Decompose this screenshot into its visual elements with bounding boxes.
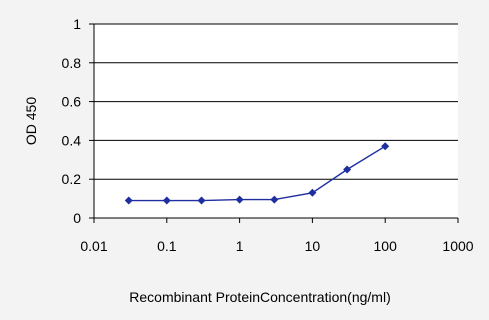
data-point-marker [162,196,171,205]
grid-lines [94,23,458,180]
x-axis-label: Recombinant ProteinConcentration(ng/ml) [129,289,390,305]
tick-labels: 0 0.2 0.4 0.6 0.8 1 0.01 0.1 1 10 100 1000 [62,16,474,254]
x-tick-label: 0.1 [157,238,177,254]
data-point-marker [124,196,133,205]
data-point-marker [235,195,244,204]
x-tick-label: 10 [305,238,321,254]
x-tick-label: 0.01 [80,238,107,254]
x-tick-label: 1000 [442,238,473,254]
plot-area [94,24,458,218]
axes [89,23,459,223]
data-point-marker [197,196,206,205]
data-point-marker [308,188,317,197]
data-point-marker [270,195,279,204]
data-point-marker [381,142,390,151]
y-tick-label: 0.6 [62,94,82,110]
y-tick-label: 0.2 [62,171,82,187]
data-point-marker [343,165,352,174]
x-tick-label: 1 [236,238,244,254]
series-layer [124,142,390,205]
y-tick-label: 0.8 [62,55,82,71]
y-tick-label: 0 [73,210,81,226]
y-tick-label: 1 [73,16,81,32]
y-tick-label: 0.4 [62,132,82,148]
series-line [128,145,386,202]
y-axis-label: OD 450 [23,97,39,145]
x-tick-label: 100 [374,238,398,254]
